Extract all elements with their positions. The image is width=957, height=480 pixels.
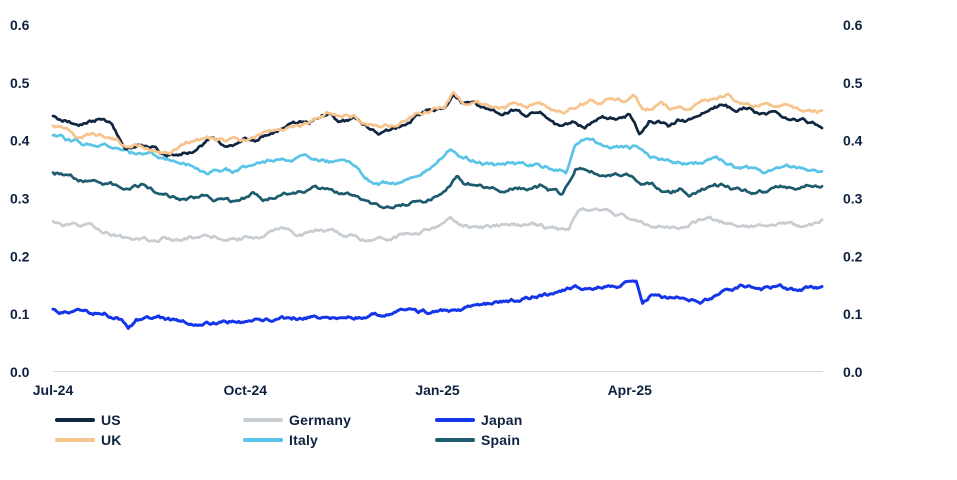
legend-swatch-italy — [243, 438, 283, 442]
y-axis-label-right-0.4: 0.4 — [843, 133, 863, 149]
y-axis-label-left-0.6: 0.6 — [10, 17, 30, 33]
series-line-spain — [51, 166, 824, 210]
legend-label-spain: Spain — [481, 432, 521, 448]
x-axis-label-Apr-25: Apr-25 — [608, 382, 653, 398]
legend-label-us: US — [101, 412, 121, 428]
series-line-japan — [51, 279, 824, 330]
legend-swatch-spain — [435, 438, 475, 442]
x-axis-label-Jan-25: Jan-25 — [415, 382, 460, 398]
legend-item-us: US — [55, 412, 243, 428]
y-axis-label-left-0.4: 0.4 — [10, 133, 30, 149]
chart-legend: US Germany Japan UK Italy Spain — [55, 412, 615, 448]
y-axis-label-right-0.0: 0.0 — [843, 364, 863, 380]
legend-swatch-us — [55, 418, 95, 422]
y-axis-label-right-0.3: 0.3 — [843, 191, 863, 207]
y-axis-label-left-0.5: 0.5 — [10, 75, 30, 91]
legend-swatch-uk — [55, 438, 95, 442]
y-axis-label-left-0.1: 0.1 — [10, 306, 30, 322]
legend-label-uk: UK — [101, 432, 122, 448]
legend-label-italy: Italy — [289, 432, 319, 448]
series-line-us — [51, 93, 824, 158]
y-axis-label-left-0.0: 0.0 — [10, 364, 30, 380]
legend-item-germany: Germany — [243, 412, 435, 428]
legend-item-japan: Japan — [435, 412, 615, 428]
series-line-germany — [51, 206, 824, 244]
legend-item-spain: Spain — [435, 432, 615, 448]
y-axis-label-right-0.5: 0.5 — [843, 75, 863, 91]
series-line-italy — [51, 133, 824, 187]
series-line-uk — [51, 90, 824, 156]
x-axis-label-Oct-24: Oct-24 — [223, 382, 267, 398]
legend-item-uk: UK — [55, 432, 243, 448]
y-axis-label-left-0.2: 0.2 — [10, 248, 30, 264]
y-axis-label-right-0.2: 0.2 — [843, 248, 863, 264]
legend-label-japan: Japan — [481, 412, 523, 428]
y-axis-label-right-0.1: 0.1 — [843, 306, 863, 322]
y-axis-label-left-0.3: 0.3 — [10, 191, 30, 207]
legend-swatch-japan — [435, 418, 475, 422]
y-axis-label-right-0.6: 0.6 — [843, 17, 863, 33]
legend-swatch-germany — [243, 418, 283, 422]
legend-item-italy: Italy — [243, 432, 435, 448]
legend-label-germany: Germany — [289, 412, 352, 428]
x-axis-label-Jul-24: Jul-24 — [33, 382, 74, 398]
